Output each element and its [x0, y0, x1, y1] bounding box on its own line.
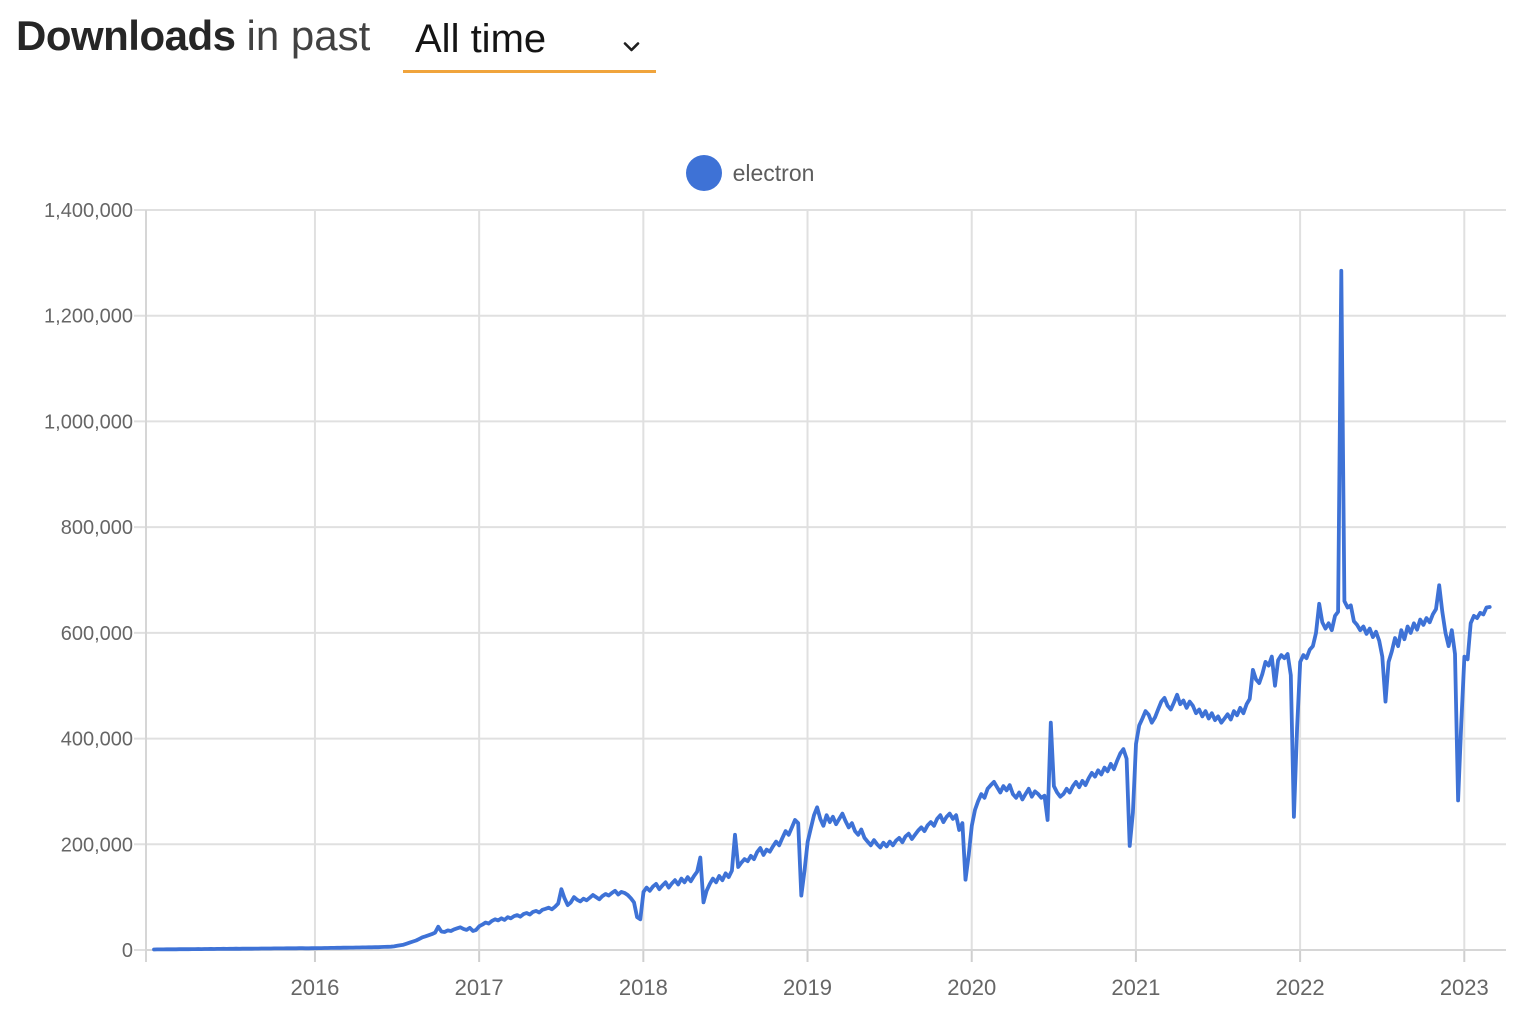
x-tick-label: 2022	[1276, 975, 1325, 1000]
y-tick-label: 800,000	[61, 517, 133, 539]
series-line-electron[interactable]	[152, 268, 1492, 952]
page-title-in-past: in past	[246, 12, 371, 59]
x-tick-label: 2016	[290, 975, 339, 1000]
y-tick-label: 1,400,000	[44, 200, 133, 222]
x-tick-label: 2019	[783, 975, 832, 1000]
y-tick-label: 600,000	[61, 623, 133, 645]
x-tick-label: 2021	[1111, 975, 1160, 1000]
x-tick-label: 2018	[619, 975, 668, 1000]
time-range-select[interactable]: All time	[403, 8, 656, 73]
x-tick-label: 2023	[1440, 975, 1489, 1000]
chart-legend: electron	[0, 155, 1524, 191]
legend-item-electron[interactable]: electron	[685, 155, 815, 191]
y-tick-label: 1,000,000	[44, 411, 133, 433]
x-tick-label: 2020	[947, 975, 996, 1000]
y-tick-label: 400,000	[61, 729, 133, 751]
y-tick-label: 0	[122, 940, 133, 962]
x-tick-label: 2017	[455, 975, 504, 1000]
y-tick-label: 1,200,000	[44, 306, 133, 328]
legend-color-icon	[685, 155, 722, 191]
page-title-downloads: Downloads	[16, 12, 236, 59]
page-title: Downloads in past	[16, 12, 370, 72]
y-tick-label: 200,000	[61, 834, 133, 856]
chevron-down-icon	[623, 39, 640, 57]
legend-label: electron	[732, 159, 815, 186]
time-range-value: All time	[415, 16, 547, 61]
